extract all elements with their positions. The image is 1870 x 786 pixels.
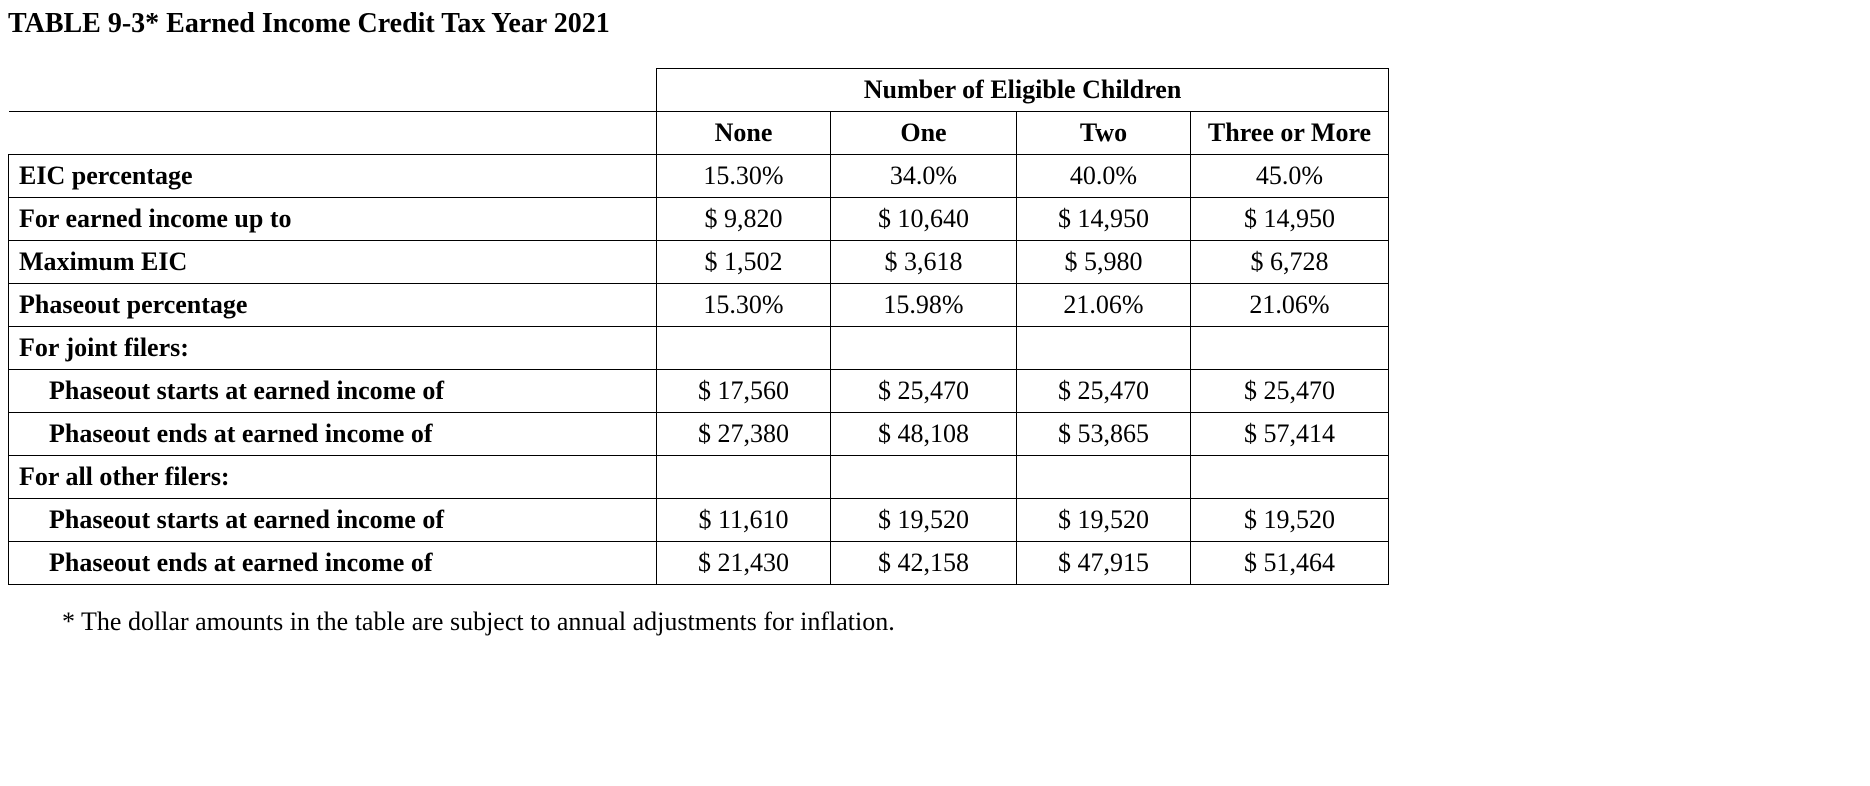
cell: 21.06%	[1191, 284, 1389, 327]
footnote: * The dollar amounts in the table are su…	[62, 607, 1862, 637]
table-row: For all other filers:	[9, 456, 1389, 499]
cell: $ 21,430	[657, 542, 831, 585]
header-span: Number of Eligible Children	[657, 69, 1389, 112]
row-label: EIC percentage	[9, 155, 657, 198]
cell: $ 25,470	[1191, 370, 1389, 413]
row-label: Phaseout starts at earned income of	[9, 370, 657, 413]
row-label: For joint filers:	[9, 327, 657, 370]
table-row: Phaseout ends at earned income of $ 21,4…	[9, 542, 1389, 585]
cell: $ 14,950	[1017, 198, 1191, 241]
cell	[1017, 456, 1191, 499]
row-label: Maximum EIC	[9, 241, 657, 284]
cell: $ 5,980	[1017, 241, 1191, 284]
cell: $ 10,640	[831, 198, 1017, 241]
cell: 15.30%	[657, 155, 831, 198]
cell: $ 57,414	[1191, 413, 1389, 456]
cell: $ 19,520	[1017, 499, 1191, 542]
cell	[657, 327, 831, 370]
cell: $ 1,502	[657, 241, 831, 284]
cell: $ 27,380	[657, 413, 831, 456]
table-row: Phaseout starts at earned income of $ 17…	[9, 370, 1389, 413]
row-label: Phaseout ends at earned income of	[9, 542, 657, 585]
row-label: Phaseout ends at earned income of	[9, 413, 657, 456]
cell: $ 51,464	[1191, 542, 1389, 585]
cell: $ 19,520	[831, 499, 1017, 542]
cell: 45.0%	[1191, 155, 1389, 198]
table-row: Phaseout starts at earned income of $ 11…	[9, 499, 1389, 542]
page-title: TABLE 9-3* Earned Income Credit Tax Year…	[8, 8, 1862, 40]
cell: $ 14,950	[1191, 198, 1389, 241]
table-row: EIC percentage 15.30% 34.0% 40.0% 45.0%	[9, 155, 1389, 198]
cell: $ 3,618	[831, 241, 1017, 284]
cell: $ 48,108	[831, 413, 1017, 456]
cell: $ 9,820	[657, 198, 831, 241]
table-row: For joint filers:	[9, 327, 1389, 370]
cell: $ 25,470	[1017, 370, 1191, 413]
cell: 40.0%	[1017, 155, 1191, 198]
cell: $ 19,520	[1191, 499, 1389, 542]
col-header: One	[831, 112, 1017, 155]
table-row: Phaseout percentage 15.30% 15.98% 21.06%…	[9, 284, 1389, 327]
row-label: For earned income up to	[9, 198, 657, 241]
cell: 34.0%	[831, 155, 1017, 198]
cell: $ 6,728	[1191, 241, 1389, 284]
cell: $ 17,560	[657, 370, 831, 413]
cell	[1191, 327, 1389, 370]
table-row: Maximum EIC $ 1,502 $ 3,618 $ 5,980 $ 6,…	[9, 241, 1389, 284]
row-label: Phaseout percentage	[9, 284, 657, 327]
table-row: Phaseout ends at earned income of $ 27,3…	[9, 413, 1389, 456]
cell: $ 25,470	[831, 370, 1017, 413]
cell	[657, 456, 831, 499]
row-label: Phaseout starts at earned income of	[9, 499, 657, 542]
header-row-2: None One Two Three or More	[9, 112, 1389, 155]
eic-table: Number of Eligible Children None One Two…	[8, 68, 1389, 585]
col-header: Two	[1017, 112, 1191, 155]
col-header: Three or More	[1191, 112, 1389, 155]
col-header: None	[657, 112, 831, 155]
cell: $ 11,610	[657, 499, 831, 542]
cell	[1191, 456, 1389, 499]
cell: 15.30%	[657, 284, 831, 327]
cell	[1017, 327, 1191, 370]
header-blank	[9, 69, 657, 112]
table-row: For earned income up to $ 9,820 $ 10,640…	[9, 198, 1389, 241]
cell	[831, 327, 1017, 370]
header-row-1: Number of Eligible Children	[9, 69, 1389, 112]
row-label: For all other filers:	[9, 456, 657, 499]
cell	[831, 456, 1017, 499]
cell: $ 53,865	[1017, 413, 1191, 456]
cell: $ 47,915	[1017, 542, 1191, 585]
cell: 21.06%	[1017, 284, 1191, 327]
cell: $ 42,158	[831, 542, 1017, 585]
header-blank-2	[9, 112, 657, 155]
cell: 15.98%	[831, 284, 1017, 327]
